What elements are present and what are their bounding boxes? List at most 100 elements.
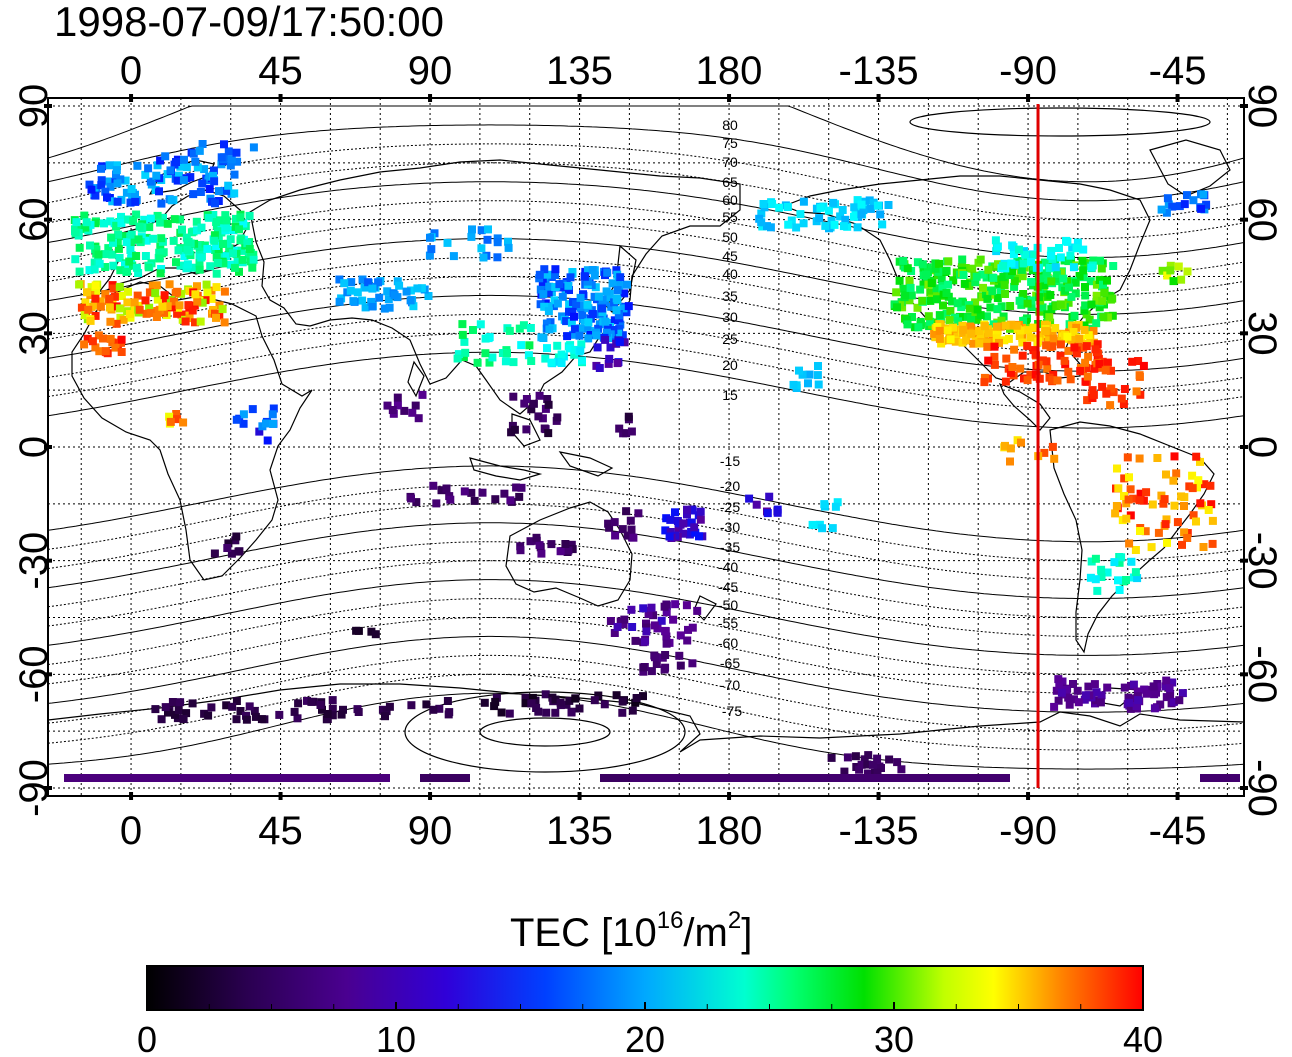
tec-pixel [527, 405, 536, 414]
tec-pixel [616, 273, 625, 282]
tec-pixel [1081, 291, 1090, 300]
tec-pixel [1168, 678, 1177, 687]
tec-pixel [1053, 376, 1062, 385]
tec-pixel [859, 206, 868, 215]
tec-pixel [1083, 372, 1092, 381]
tec-pixel [905, 296, 914, 305]
tec-pixel [983, 294, 992, 303]
colorbar-tick-label: 20 [625, 1019, 665, 1057]
tec-pixel [666, 515, 675, 524]
tec-pixel [101, 263, 110, 271]
contour-line [48, 635, 1244, 713]
tec-pixel [155, 248, 164, 257]
tec-pixel [808, 520, 817, 529]
tec-pixel [623, 280, 631, 289]
tec-pixel [1018, 338, 1027, 347]
tec-pixel [978, 270, 987, 279]
tec-pixel [616, 320, 625, 329]
tec-pixel [509, 392, 518, 401]
tec-pixel [690, 523, 699, 532]
tec-pixel [958, 321, 967, 330]
tec-pixel [113, 161, 121, 170]
tec-pixel [476, 320, 485, 329]
tec-pixel [556, 547, 565, 556]
y-tick-label-left: -30 [12, 532, 56, 590]
tec-pixel [916, 285, 925, 294]
tec-pixel [1136, 527, 1144, 535]
tec-pixel [409, 302, 418, 311]
tec-pixel [509, 358, 518, 367]
tec-pixel [640, 637, 649, 646]
tec-pixel [863, 760, 872, 769]
tec-pixel [517, 483, 526, 492]
frame-tick [44, 217, 52, 222]
tec-pixel [980, 378, 989, 387]
tec-pixel [117, 335, 126, 344]
tec-pixel [203, 244, 212, 253]
tec-pixel [999, 312, 1008, 321]
tec-pixel [112, 319, 121, 328]
tec-pixel [1065, 700, 1074, 709]
tec-pixel [1092, 688, 1101, 697]
tec-pixel [541, 404, 550, 413]
tec-pixel [91, 343, 100, 352]
tec-pixel [1015, 245, 1023, 254]
tec-pixel [918, 296, 927, 305]
tec-pixel [1038, 356, 1047, 365]
tec-pixel [161, 703, 170, 712]
tec-pixel [91, 281, 100, 290]
tec-pixel [1001, 290, 1009, 298]
tec-pixel [1064, 346, 1073, 355]
tec-pixel [198, 179, 207, 188]
tec-band [630, 774, 830, 782]
tec-pixel [217, 153, 226, 162]
tec-pixel [1026, 370, 1035, 379]
tec-pixel [156, 156, 165, 165]
tec-pixel [349, 297, 358, 306]
tec-pixel [1162, 470, 1170, 479]
tec-pixel [665, 532, 674, 541]
tec-pixel [97, 181, 106, 190]
tec-pixel [613, 359, 622, 368]
tec-pixel [1084, 352, 1093, 361]
tec-pixel [453, 354, 462, 363]
tec-pixel [1124, 693, 1133, 702]
tec-pixel [222, 186, 231, 195]
frame-tick [876, 94, 881, 102]
tec-pixel [223, 544, 232, 552]
tec-pixel [133, 161, 142, 170]
tec-pixel [442, 484, 451, 493]
tec-pixel [542, 708, 551, 717]
tec-pixel [1036, 274, 1045, 283]
tec-pixel [682, 601, 691, 610]
tec-pixel [101, 347, 110, 356]
tec-pixel [984, 329, 993, 337]
tec-pixel [991, 236, 1000, 245]
tec-pixel [238, 255, 247, 264]
tec-pixel [210, 549, 219, 558]
tec-pixel [1045, 313, 1054, 322]
tec-pixel [1017, 265, 1026, 274]
y-tick-label-left: 60 [12, 197, 56, 242]
tec-pixel [1180, 200, 1189, 209]
tec-pixel [1006, 444, 1015, 453]
tec-pixel [316, 700, 325, 709]
tec-pixel [178, 225, 186, 234]
tec-pixel [1199, 543, 1208, 551]
tec-pixel [1018, 272, 1027, 281]
tec-pixel [491, 495, 500, 504]
tec-pixel [1017, 438, 1025, 447]
tec-pixel [468, 225, 476, 234]
tec-pixel [358, 275, 367, 284]
tec-pixel [1126, 485, 1135, 494]
tec-pixel [122, 238, 131, 247]
tec-pixel [166, 166, 175, 175]
tec-pixel [339, 705, 347, 714]
tec-pixel [1129, 680, 1138, 689]
tec-pixel [975, 327, 983, 336]
tec-pixel [1154, 528, 1163, 537]
tec-pixel [583, 266, 592, 275]
tec-pixel [525, 341, 534, 350]
tec-pixel [1058, 677, 1067, 686]
tec-pixel [226, 161, 235, 170]
